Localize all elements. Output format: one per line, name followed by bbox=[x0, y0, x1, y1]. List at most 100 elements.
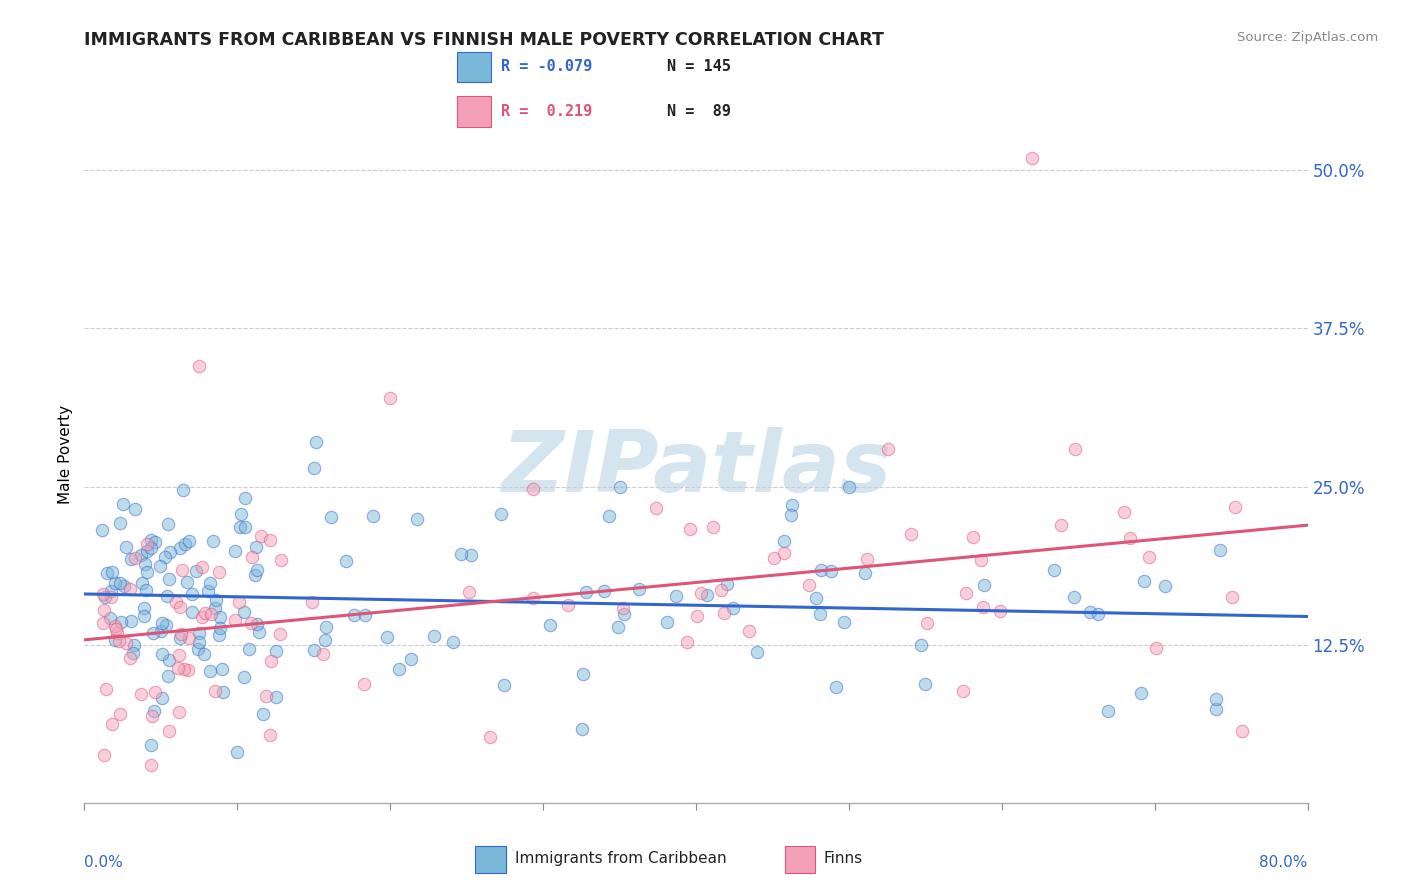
Point bbox=[122, 646, 145, 660]
Point bbox=[1112, 505, 1135, 519]
Point bbox=[820, 564, 842, 578]
Point bbox=[167, 661, 190, 675]
Point bbox=[242, 550, 264, 565]
Point bbox=[198, 575, 221, 590]
Point bbox=[838, 479, 860, 493]
Point bbox=[645, 500, 668, 515]
Point bbox=[738, 624, 761, 639]
Point bbox=[96, 566, 118, 580]
Point bbox=[150, 616, 173, 631]
Point bbox=[104, 619, 127, 633]
Point bbox=[1230, 723, 1253, 738]
Point bbox=[973, 578, 995, 592]
Point bbox=[120, 614, 142, 628]
Point bbox=[321, 510, 343, 524]
Point bbox=[120, 650, 142, 665]
Point bbox=[124, 502, 146, 516]
Point bbox=[676, 635, 699, 649]
Point bbox=[232, 605, 254, 619]
Point bbox=[301, 594, 323, 608]
Point bbox=[824, 680, 846, 694]
Point bbox=[571, 722, 593, 736]
Point bbox=[228, 520, 250, 534]
Point bbox=[197, 583, 219, 598]
Point bbox=[120, 582, 142, 596]
Point bbox=[797, 577, 820, 591]
Point bbox=[93, 616, 115, 631]
Point bbox=[101, 717, 124, 731]
Point bbox=[104, 633, 127, 648]
Point bbox=[780, 498, 803, 512]
Point bbox=[108, 575, 131, 590]
Point bbox=[100, 583, 122, 598]
Point bbox=[93, 602, 115, 616]
Point bbox=[627, 582, 650, 597]
Point bbox=[678, 522, 700, 536]
Point bbox=[762, 551, 785, 566]
Point bbox=[259, 533, 281, 547]
Point bbox=[572, 666, 595, 681]
Point bbox=[159, 545, 181, 559]
Point bbox=[1050, 518, 1073, 533]
Point bbox=[108, 516, 131, 531]
Point bbox=[169, 706, 191, 720]
Point bbox=[962, 530, 984, 544]
Point bbox=[136, 536, 159, 550]
Point bbox=[105, 623, 128, 637]
Point bbox=[150, 690, 173, 705]
Point bbox=[233, 519, 256, 533]
Text: R =  0.219: R = 0.219 bbox=[502, 103, 593, 119]
Bar bbox=[457, 95, 491, 127]
Point bbox=[853, 566, 876, 580]
Text: 80.0%: 80.0% bbox=[1260, 855, 1308, 870]
Point bbox=[93, 747, 115, 762]
Point bbox=[101, 566, 124, 580]
Point bbox=[134, 608, 156, 623]
Point bbox=[232, 670, 254, 684]
Point bbox=[157, 724, 180, 739]
Point bbox=[228, 595, 250, 609]
Y-axis label: Male Poverty: Male Poverty bbox=[58, 405, 73, 505]
Point bbox=[139, 757, 162, 772]
Point bbox=[522, 591, 544, 605]
Point bbox=[1130, 686, 1153, 700]
Point bbox=[575, 585, 598, 599]
Point bbox=[269, 627, 291, 641]
Point bbox=[696, 588, 718, 602]
Point bbox=[112, 497, 135, 511]
Point bbox=[208, 628, 231, 642]
Point bbox=[1137, 550, 1160, 565]
Point bbox=[188, 626, 211, 640]
Point bbox=[131, 687, 153, 701]
Point bbox=[94, 681, 117, 696]
Point bbox=[612, 600, 634, 615]
Point bbox=[194, 606, 217, 620]
Point bbox=[1133, 574, 1156, 588]
Point bbox=[132, 601, 155, 615]
Point bbox=[1087, 607, 1109, 621]
Point bbox=[110, 707, 132, 722]
Point bbox=[478, 730, 501, 744]
Point bbox=[143, 535, 166, 549]
Point bbox=[93, 586, 115, 600]
Point bbox=[613, 607, 636, 622]
Point bbox=[141, 709, 163, 723]
Point bbox=[204, 601, 226, 615]
Point bbox=[156, 590, 179, 604]
Point bbox=[177, 663, 200, 677]
Point bbox=[204, 592, 226, 607]
Point bbox=[305, 434, 328, 449]
Point bbox=[314, 633, 336, 648]
Point bbox=[169, 541, 191, 556]
Point bbox=[181, 587, 204, 601]
Point bbox=[810, 563, 832, 577]
Point bbox=[115, 541, 138, 555]
Text: R = -0.079: R = -0.079 bbox=[502, 60, 593, 74]
Point bbox=[120, 552, 142, 566]
Point bbox=[260, 654, 283, 668]
Text: Immigrants from Caribbean: Immigrants from Caribbean bbox=[515, 851, 727, 866]
Point bbox=[179, 631, 201, 645]
Point bbox=[664, 589, 686, 603]
Point bbox=[201, 533, 224, 548]
Point bbox=[142, 626, 165, 640]
